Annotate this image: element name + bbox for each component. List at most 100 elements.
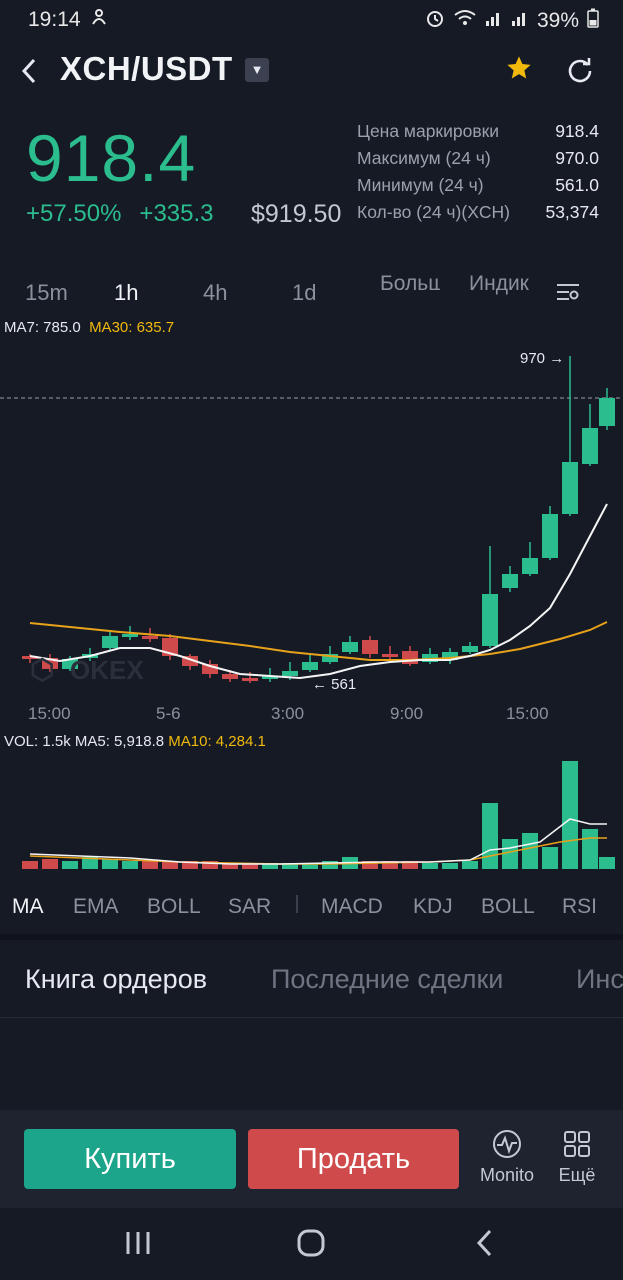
notification-icon — [91, 8, 107, 32]
tab-4h[interactable]: 4h — [203, 280, 228, 305]
change-percent: +57.50% — [26, 200, 122, 227]
indicator-boll-sub[interactable]: BOLL — [481, 895, 535, 918]
indicator-sar[interactable]: SAR — [228, 895, 272, 918]
caret-down-icon[interactable]: ▼ — [245, 58, 269, 82]
ma30-line — [29, 621, 608, 661]
volume-bar — [22, 861, 38, 869]
stat-value: 561.0 — [555, 175, 599, 195]
sell-button[interactable]: Продать — [248, 1129, 459, 1189]
ma5-vol-line — [29, 818, 607, 865]
stat-value: 970.0 — [555, 148, 599, 168]
candle-body — [482, 594, 498, 646]
divider — [0, 1017, 623, 1018]
indicator-boll[interactable]: BOLL — [147, 895, 201, 918]
x-tick: 9:00 — [390, 704, 424, 723]
recent-apps-icon[interactable] — [124, 1230, 152, 1261]
chart-settings-icon[interactable] — [556, 282, 580, 308]
candle-body — [599, 398, 615, 426]
tab-1d[interactable]: 1d — [292, 280, 317, 305]
volume-bar — [582, 829, 598, 869]
volume-bar — [62, 861, 78, 869]
indicator-kdj[interactable]: KDJ — [413, 895, 453, 918]
vol-label: VOL: 1.5k — [4, 733, 71, 750]
volume-bar — [522, 833, 538, 869]
stat-label: Цена маркировки — [357, 121, 500, 141]
tab-recent-trades[interactable]: Последние сделки — [271, 964, 504, 994]
grid-icon — [562, 1131, 592, 1164]
high-marker: 970 → — [520, 350, 564, 367]
volume-bar — [242, 863, 258, 869]
volume-bar — [462, 861, 478, 869]
divider — [296, 895, 298, 913]
volume-bar — [482, 803, 498, 869]
more-timeframes-button[interactable]: Больше — [380, 272, 440, 295]
stat-label: Максимум (24 ч) — [357, 148, 491, 168]
buy-button[interactable]: Купить — [24, 1129, 236, 1189]
volume-bar — [362, 861, 378, 869]
stat-row: Цена маркировки 918.4 — [357, 120, 599, 147]
volume-bar — [122, 861, 138, 869]
star-icon[interactable] — [505, 54, 533, 87]
candle-body — [542, 514, 558, 558]
tab-order-book[interactable]: Книга ордеров — [25, 964, 208, 994]
back-icon[interactable] — [474, 1228, 494, 1263]
signal-icon-2 — [511, 9, 529, 33]
volume-bar — [162, 861, 178, 869]
indicator-ema[interactable]: EMA — [73, 895, 119, 918]
volume-bar — [422, 863, 438, 869]
volume-bar — [102, 859, 118, 869]
volume-bar — [599, 857, 615, 869]
volume-bar — [42, 859, 58, 869]
tab-15m[interactable]: 15m — [25, 280, 68, 305]
pair-title[interactable]: XCH/USDT — [60, 50, 233, 87]
indicator-macd[interactable]: MACD — [321, 895, 383, 918]
pulse-icon — [491, 1130, 523, 1164]
ma7-line — [29, 503, 608, 680]
volume-bar — [82, 857, 98, 869]
indicator-button[interactable]: Индикатор — [469, 272, 529, 295]
more-button[interactable]: Ещё — [542, 1128, 612, 1186]
volume-bar — [562, 761, 578, 869]
candle-body — [142, 636, 158, 639]
volume-bar — [202, 861, 218, 869]
ma-legend: MA7: 785.0 MA30: 635.7 — [4, 319, 174, 336]
ma30-label: MA30: 635.7 — [89, 319, 175, 336]
volume-bar — [542, 847, 558, 869]
change-absolute: +335.3 — [139, 200, 214, 227]
tab-1h[interactable]: 1h — [114, 280, 139, 305]
chevron-left-icon[interactable] — [20, 52, 38, 93]
last-price: 918.4 — [26, 121, 197, 195]
refresh-icon[interactable] — [566, 56, 594, 89]
volume-bar — [402, 861, 418, 869]
status-time: 19:14 — [28, 8, 81, 31]
stat-row: Кол-во (24 ч)(XCH) 53,374 — [357, 201, 599, 228]
candle-body — [102, 636, 118, 648]
candle-body — [62, 659, 78, 669]
candle-body — [402, 651, 418, 664]
volume-bar — [282, 863, 298, 869]
ma7-label: MA7: 785.0 — [4, 319, 81, 336]
home-icon[interactable] — [296, 1228, 326, 1263]
volume-bar — [262, 863, 278, 869]
indicator-ma[interactable]: MA — [12, 895, 44, 918]
x-tick: 5-6 — [156, 704, 181, 723]
watermark-text: OKEX — [70, 655, 144, 685]
stat-value: 918.4 — [555, 121, 599, 141]
candlestick-chart[interactable]: 970 → ← 561 ⬡ OKEX — [0, 336, 623, 696]
monitor-button[interactable]: Monito — [472, 1128, 542, 1186]
volume-bar — [502, 839, 518, 869]
monitor-label: Monito — [479, 1165, 535, 1185]
ticker-stats: Цена маркировки 918.4 Максимум (24 ч) 970.… — [357, 120, 599, 228]
low-marker: ← 561 — [312, 676, 356, 693]
candle-body — [382, 654, 398, 657]
volume-bar — [302, 863, 318, 869]
volume-bar — [442, 863, 458, 869]
pair-header: XCH/USDT ▼ — [0, 46, 623, 96]
divider — [0, 934, 623, 940]
more-label: Ещё — [558, 1165, 596, 1185]
stat-row: Максимум (24 ч) 970.0 — [357, 147, 599, 174]
stat-row: Минимум (24 ч) 561.0 — [357, 174, 599, 201]
indicator-rsi[interactable]: RSI — [562, 895, 598, 918]
signal-icon — [485, 9, 503, 33]
tab-info[interactable]: Инс — [576, 964, 623, 994]
